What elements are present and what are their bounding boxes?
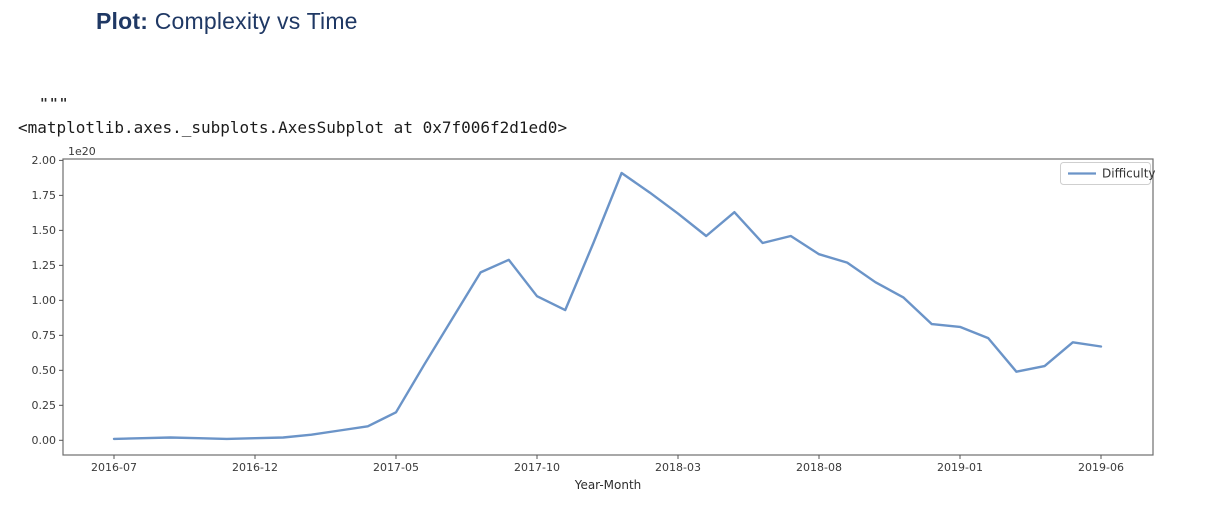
y-tick-label: 1.75 [32, 189, 57, 202]
x-tick-label: 2019-01 [937, 461, 983, 474]
x-tick-label: 2017-10 [514, 461, 560, 474]
page-title-text: Complexity vs Time [148, 8, 358, 34]
x-axis-label: Year-Month [574, 478, 642, 492]
y-tick-label: 2.00 [32, 154, 57, 167]
legend-label: Difficulty [1102, 167, 1156, 181]
page-title: Plot: Complexity vs Time [96, 6, 358, 36]
x-tick-label: 2018-08 [796, 461, 842, 474]
y-tick-label: 0.00 [32, 434, 57, 447]
difficulty-line [112, 171, 1103, 441]
y-tick-label: 0.75 [32, 329, 57, 342]
x-tick-label: 2016-12 [232, 461, 278, 474]
y-offset-label: 1e20 [68, 145, 96, 158]
y-tick-label: 1.50 [32, 224, 57, 237]
plot-border [62, 158, 1154, 456]
x-tick-label: 2016-07 [91, 461, 137, 474]
x-tick-label: 2018-03 [655, 461, 701, 474]
x-tick-label: 2019-06 [1078, 461, 1124, 474]
legend-box [1060, 162, 1151, 185]
x-tick-label: 2017-05 [373, 461, 419, 474]
page-title-prefix: Plot: [96, 8, 149, 34]
y-tick-label: 0.50 [32, 364, 57, 377]
axessubplot-repr: <matplotlib.axes._subplots.AxesSubplot a… [18, 118, 568, 137]
y-tick-label: 0.25 [32, 399, 57, 412]
y-tick-label: 1.00 [32, 294, 57, 307]
docstring-quotes: """ [40, 97, 70, 112]
y-tick-label: 1.25 [32, 259, 57, 272]
